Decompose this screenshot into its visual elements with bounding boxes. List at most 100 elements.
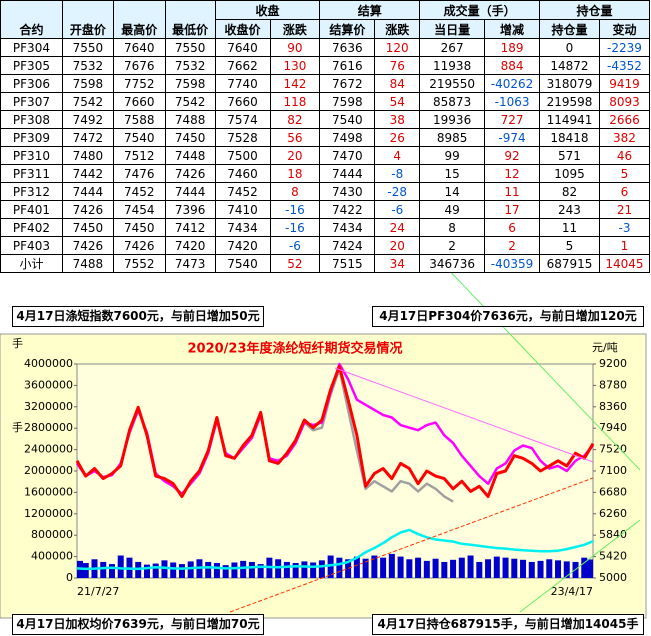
table-cell: 7660 bbox=[112, 92, 166, 111]
table-cell: 7598 bbox=[164, 74, 216, 93]
table-cell: -974 bbox=[484, 128, 541, 147]
column-header: 当日量 bbox=[419, 19, 486, 39]
table-cell: 49 bbox=[419, 200, 486, 219]
bar bbox=[231, 562, 238, 578]
line-series bbox=[76, 528, 594, 571]
table-cell: 7542 bbox=[164, 92, 216, 111]
table-cell: 7488 bbox=[164, 110, 216, 129]
table-cell: 7588 bbox=[112, 110, 166, 129]
quote-table: 合约 开盘价 最高价 最低价 收盘 结算 成交量（手） 持仓量 收盘价 涨跌 结算价 涨跌 当日量 增减持… bbox=[0, 0, 651, 273]
table-cell: 7540 bbox=[319, 110, 376, 129]
y2-tick-label: 8360 bbox=[599, 400, 627, 413]
column-header: 最高价 bbox=[112, 0, 166, 39]
bar bbox=[555, 560, 562, 578]
table-cell: PF304 bbox=[0, 38, 63, 57]
table-cell: 14045 bbox=[598, 254, 651, 273]
bar bbox=[520, 559, 527, 578]
table-cell: 11938 bbox=[419, 56, 486, 75]
bar bbox=[511, 558, 518, 578]
bar bbox=[292, 563, 299, 578]
header-row: 合约 开盘价 最高价 最低价 收盘 结算 成交量（手） 持仓量 bbox=[0, 0, 650, 39]
table-cell: 7476 bbox=[112, 164, 166, 183]
table-cell: 7412 bbox=[164, 218, 216, 237]
y2-tick-label: 5420 bbox=[599, 550, 627, 563]
table-cell: 7498 bbox=[319, 128, 376, 147]
bar bbox=[458, 557, 465, 578]
trend-line bbox=[334, 367, 594, 463]
bar bbox=[432, 558, 439, 578]
bar bbox=[283, 561, 290, 578]
y2-tick-label: 7100 bbox=[599, 464, 627, 477]
table-cell: 6 bbox=[484, 218, 541, 237]
table-cell: 18 bbox=[269, 164, 321, 183]
table-cell: 727 bbox=[484, 110, 541, 129]
table-cell: 54 bbox=[374, 92, 421, 111]
table-cell: 7672 bbox=[319, 74, 376, 93]
table-cell: 130 bbox=[269, 56, 321, 75]
table-cell: -6 bbox=[269, 236, 321, 255]
y2-tick-label: 7520 bbox=[599, 443, 627, 456]
table-cell: 7426 bbox=[164, 164, 216, 183]
table-cell: 7444 bbox=[164, 182, 216, 201]
table-cell: 8 bbox=[269, 182, 321, 201]
table-cell: 7480 bbox=[61, 146, 114, 165]
table-cell: 11 bbox=[484, 182, 541, 201]
column-header: 涨跌 bbox=[374, 19, 421, 39]
x-tick-label: 23/4/17 bbox=[551, 585, 593, 598]
y-tick-label: 4000000 bbox=[24, 357, 73, 370]
table-cell: PF306 bbox=[0, 74, 63, 93]
column-header: 结算价 bbox=[319, 19, 376, 39]
table-cell: 7488 bbox=[61, 254, 114, 273]
table-cell: PF309 bbox=[0, 128, 63, 147]
table-cell: 11 bbox=[539, 218, 600, 237]
table-cell: 7598 bbox=[61, 74, 114, 93]
table-cell: 142 bbox=[269, 74, 321, 93]
trend-line bbox=[419, 239, 641, 471]
bar bbox=[82, 563, 89, 578]
table-cell: 14 bbox=[419, 182, 486, 201]
y2-tick-label: 6260 bbox=[599, 507, 627, 520]
table-cell: PF403 bbox=[0, 236, 63, 255]
y-tick-label: 2800000 bbox=[24, 421, 73, 434]
bar bbox=[388, 553, 395, 578]
table-cell: 318079 bbox=[539, 74, 600, 93]
table-cell: 7552 bbox=[112, 254, 166, 273]
table-cell: 15 bbox=[419, 164, 486, 183]
bar bbox=[327, 555, 334, 578]
table-cell: 7542 bbox=[61, 92, 114, 111]
y-axis-label: 手 bbox=[12, 420, 23, 434]
table-cell: 346736 bbox=[419, 254, 486, 273]
axis-unit: 手 bbox=[12, 336, 23, 350]
bar bbox=[310, 562, 317, 578]
y2-tick-label: 5000 bbox=[599, 571, 627, 584]
table-cell: 0 bbox=[539, 38, 600, 57]
table-row: PF401 7426 7454 7396 7410 -16 7422 -6 49 17 243 21 bbox=[0, 200, 651, 219]
table-cell: 18418 bbox=[539, 128, 600, 147]
table-cell: PF305 bbox=[0, 56, 63, 75]
table-cell: 2 bbox=[419, 236, 486, 255]
table-cell: PF308 bbox=[0, 110, 63, 129]
table-cell: -16 bbox=[269, 218, 321, 237]
table-cell: 219550 bbox=[419, 74, 486, 93]
table-cell: PF312 bbox=[0, 182, 63, 201]
bar bbox=[467, 555, 474, 578]
bar bbox=[485, 559, 492, 578]
table-row: PF311 7442 7476 7426 7460 18 7444 -8 15 12 1095 5 bbox=[0, 164, 651, 183]
table-cell: 7430 bbox=[319, 182, 376, 201]
table-cell: 8985 bbox=[419, 128, 486, 147]
table-cell: 7426 bbox=[61, 236, 114, 255]
bar bbox=[353, 556, 360, 578]
table-cell: 82 bbox=[269, 110, 321, 129]
table-cell: 884 bbox=[484, 56, 541, 75]
table-cell: 7396 bbox=[164, 200, 216, 219]
table-cell: 7676 bbox=[112, 56, 166, 75]
table-cell: 5 bbox=[539, 236, 600, 255]
table-cell: PF402 bbox=[0, 218, 63, 237]
table-cell: 7450 bbox=[164, 128, 216, 147]
bar bbox=[170, 562, 177, 578]
table-cell: 7574 bbox=[214, 110, 271, 129]
table-cell: 12 bbox=[484, 164, 541, 183]
table-row: PF307 7542 7660 7542 7660 118 7598 54 85873 -1063… bbox=[0, 92, 651, 111]
y-tick-label: 2000000 bbox=[24, 464, 73, 477]
y-tick-label: 3200000 bbox=[24, 400, 73, 413]
